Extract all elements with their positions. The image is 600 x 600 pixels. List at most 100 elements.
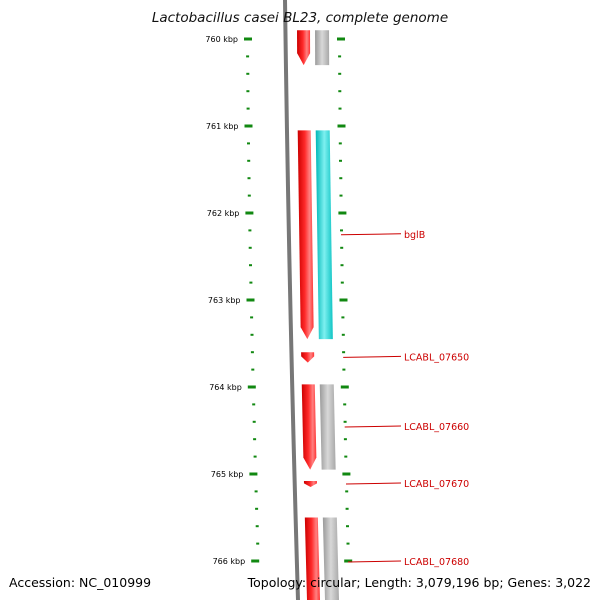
gene-label[interactable]: LCABL_07660 — [404, 422, 469, 433]
gene-feature[interactable] — [297, 30, 330, 66]
minor-tick-right — [340, 264, 344, 267]
minor-tick-right — [340, 281, 344, 284]
tick-label: 763 kbp — [208, 296, 241, 305]
label-leader-line — [347, 560, 402, 563]
gene-feature[interactable] — [297, 130, 333, 340]
major-tick-left — [246, 298, 255, 302]
minor-tick-right — [343, 403, 347, 406]
gene-feature[interactable] — [301, 384, 336, 470]
minor-tick-left — [246, 107, 250, 110]
minor-tick-right — [338, 55, 342, 58]
gene-feature[interactable] — [303, 480, 317, 488]
minor-tick-right — [345, 490, 349, 493]
minor-tick-right — [339, 159, 342, 162]
minor-tick-left — [250, 351, 254, 354]
major-tick-right — [342, 472, 351, 476]
minor-tick-right — [346, 525, 349, 528]
tick-label: 760 kbp — [205, 35, 238, 44]
minor-tick-right — [342, 368, 346, 371]
gene-arrow[interactable] — [301, 352, 315, 363]
gene-feature[interactable] — [301, 352, 315, 363]
gene-label[interactable]: bglB — [404, 230, 425, 241]
gene-feature[interactable] — [304, 517, 339, 600]
minor-tick-left — [249, 264, 252, 267]
cds-bar — [322, 517, 339, 600]
major-tick-left — [251, 559, 260, 563]
minor-tick-left — [253, 438, 257, 441]
label-leader-line — [344, 425, 402, 428]
minor-tick-left — [248, 246, 252, 249]
minor-tick-right — [342, 351, 346, 354]
minor-tick-left — [255, 507, 259, 510]
position-ruler: 760 kbp 761 kbp 762 kbp 763 kbp 764 kbp 765 k… — [205, 35, 353, 566]
major-tick-left — [245, 211, 254, 215]
minor-tick-right — [341, 333, 345, 336]
minor-tick-left — [250, 316, 254, 319]
major-tick-right — [338, 211, 347, 215]
gene-arrow[interactable] — [303, 480, 317, 488]
minor-tick-right — [338, 72, 342, 75]
minor-tick-left — [249, 281, 253, 284]
minor-tick-left — [253, 455, 257, 458]
gene-label[interactable]: LCABL_07680 — [404, 557, 469, 568]
minor-tick-right — [340, 229, 343, 232]
tick-label: 762 kbp — [207, 209, 240, 218]
cds-bar — [315, 130, 333, 340]
major-tick-right — [340, 385, 349, 389]
label-leader-line — [343, 355, 402, 358]
minor-tick-left — [252, 403, 256, 406]
gene-label[interactable]: LCABL_07650 — [404, 352, 469, 363]
gene-arrow[interactable] — [297, 130, 314, 340]
major-tick-right — [337, 124, 346, 128]
accession-text: Accession: NC_010999 — [9, 575, 152, 590]
gene-label[interactable]: LCABL_07670 — [404, 479, 469, 490]
minor-tick-right — [338, 142, 342, 145]
minor-tick-left — [247, 142, 250, 145]
minor-tick-left — [255, 525, 259, 528]
minor-tick-right — [343, 438, 347, 441]
tick-label: 761 kbp — [206, 122, 239, 131]
major-tick-left — [249, 472, 258, 476]
minor-tick-right — [344, 455, 348, 458]
minor-tick-right — [338, 107, 342, 110]
minor-tick-left — [251, 368, 255, 371]
minor-tick-left — [254, 490, 258, 493]
minor-tick-right — [339, 177, 343, 180]
cds-bar — [319, 384, 336, 470]
minor-tick-left — [246, 72, 250, 75]
gene-arrow[interactable] — [301, 384, 317, 470]
major-tick-left — [247, 385, 256, 389]
minor-tick-left — [250, 333, 254, 336]
minor-tick-left — [256, 542, 260, 545]
label-leader-line — [340, 233, 402, 236]
major-tick-left — [244, 37, 252, 41]
label-leader-line — [345, 482, 402, 485]
gene-arrow[interactable] — [304, 517, 320, 600]
genome-backbone — [283, 0, 300, 600]
minor-tick-left — [246, 90, 250, 93]
tick-label: 765 kbp — [211, 470, 244, 479]
minor-tick-right — [340, 246, 344, 249]
minor-tick-right — [346, 542, 350, 545]
major-tick-right — [337, 37, 345, 41]
gene-track — [297, 30, 339, 600]
major-tick-right — [339, 298, 348, 302]
genome-summary-text: Topology: circular; Length: 3,079,196 bp… — [247, 575, 591, 590]
minor-tick-right — [339, 194, 343, 197]
minor-tick-right — [338, 90, 342, 93]
tick-label: 764 kbp — [209, 383, 242, 392]
major-tick-right — [344, 559, 353, 563]
minor-tick-left — [247, 159, 251, 162]
major-tick-left — [244, 124, 253, 128]
gene-labels: bglB LCABL_07650 LCABL_07660 LCABL_07670 LCA… — [340, 230, 469, 568]
minor-tick-left — [248, 229, 252, 232]
backbone-line — [283, 0, 300, 600]
minor-tick-left — [252, 420, 256, 423]
minor-tick-left — [246, 55, 250, 58]
cds-bar — [315, 30, 330, 66]
minor-tick-left — [247, 194, 251, 197]
gene-arrow[interactable] — [297, 30, 311, 66]
minor-tick-right — [345, 507, 349, 510]
